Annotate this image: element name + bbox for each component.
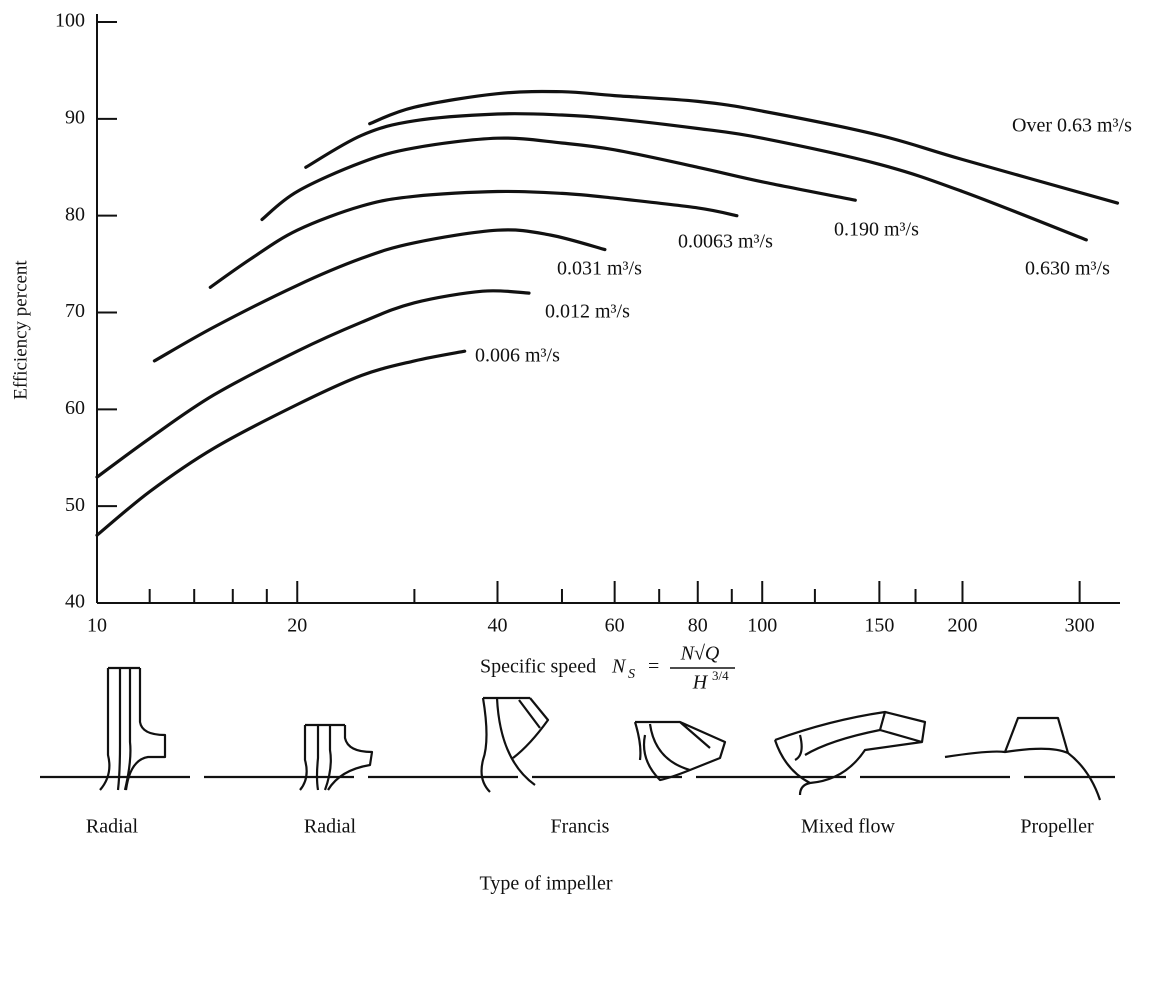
impeller-title: Type of impeller bbox=[480, 873, 613, 895]
y-tick-label: 60 bbox=[65, 397, 85, 419]
x-axis-symbol: N bbox=[611, 656, 627, 678]
curve bbox=[154, 230, 605, 361]
x-axis-denominator: H bbox=[692, 672, 709, 694]
curve bbox=[97, 351, 465, 535]
x-tick-label: 200 bbox=[947, 615, 977, 637]
curve bbox=[306, 114, 1087, 240]
curve bbox=[370, 92, 1118, 204]
y-tick-label: 70 bbox=[65, 300, 85, 322]
curve bbox=[97, 291, 529, 477]
x-tick-label: 40 bbox=[488, 615, 508, 637]
curve-label: 0.630 m³/s bbox=[1025, 258, 1110, 280]
x-tick-label: 150 bbox=[864, 615, 894, 637]
x-axis-exponent: 3/4 bbox=[712, 668, 729, 683]
x-tick-label: 20 bbox=[287, 615, 307, 637]
curve-label: 0.0063 m³/s bbox=[678, 231, 773, 253]
impeller bbox=[945, 718, 1100, 800]
impeller bbox=[635, 722, 725, 780]
curve-label: 0.012 m³/s bbox=[545, 301, 630, 323]
impeller bbox=[775, 712, 925, 795]
x-axis-numerator: N√Q bbox=[680, 643, 720, 665]
y-tick-label: 40 bbox=[65, 591, 85, 613]
chart: Efficiency percent Specific speed N S = … bbox=[0, 0, 1155, 981]
curve-label: 0.031 m³/s bbox=[557, 258, 642, 280]
page: {"chart_data": { "type": "line", "y_labe… bbox=[0, 0, 1155, 981]
x-axis-label: Specific speed bbox=[480, 656, 596, 678]
y-tick-label: 80 bbox=[65, 203, 85, 225]
x-tick-label: 10 bbox=[87, 615, 107, 637]
curve-label: 0.006 m³/s bbox=[475, 345, 560, 367]
impeller-label: Radial bbox=[304, 816, 357, 838]
y-tick-label: 90 bbox=[65, 106, 85, 128]
impeller bbox=[300, 725, 372, 790]
x-axis-equals: = bbox=[648, 656, 659, 678]
curve-label: 0.190 m³/s bbox=[834, 219, 919, 241]
impeller-label: Propeller bbox=[1020, 816, 1094, 838]
y-tick-label: 50 bbox=[65, 494, 85, 516]
y-axis-label: Efficiency percent bbox=[10, 260, 31, 400]
x-tick-label: 80 bbox=[688, 615, 708, 637]
impeller-label: Mixed flow bbox=[801, 816, 895, 838]
curve bbox=[262, 138, 855, 219]
x-tick-label: 300 bbox=[1065, 615, 1095, 637]
curve bbox=[210, 191, 737, 287]
impeller-label: Radial bbox=[86, 816, 139, 838]
x-tick-label: 100 bbox=[747, 615, 777, 637]
curve-label: Over 0.63 m³/s bbox=[1012, 115, 1132, 137]
impeller-label: Francis bbox=[551, 816, 610, 838]
impeller-sketches bbox=[40, 668, 1115, 800]
impeller bbox=[100, 668, 165, 790]
x-axis-subscript: S bbox=[628, 667, 635, 682]
y-tick-label: 100 bbox=[55, 10, 85, 32]
x-tick-label: 60 bbox=[605, 615, 625, 637]
